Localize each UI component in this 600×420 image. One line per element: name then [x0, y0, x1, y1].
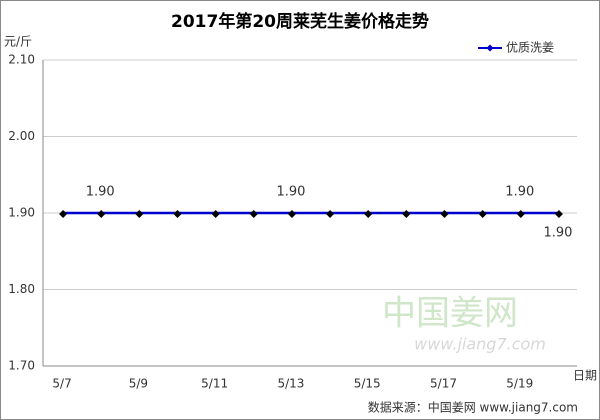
point: [554, 210, 563, 218]
chart-title: 2017年第20周莱芜生姜价格走势: [171, 11, 429, 32]
x-tick-label: 5/7: [52, 377, 71, 391]
x-tick-label: 5/15: [354, 377, 381, 391]
point: [135, 210, 144, 218]
watermark: 中国姜网: [382, 294, 518, 334]
source: 数据来源：中国姜网 www.jiang7.com: [368, 400, 578, 415]
point: [173, 210, 182, 218]
y-tick-label: 2.00: [8, 129, 35, 143]
y-tick-label: 1.70: [8, 359, 35, 373]
legend-marker: [486, 44, 494, 52]
point: [249, 210, 258, 218]
y-tick-label: 1.80: [8, 282, 35, 296]
x-tick-label: 5/19: [506, 377, 533, 391]
point: [516, 210, 525, 218]
x-tick-label: 5/17: [430, 377, 457, 391]
x-tick-label: 5/11: [201, 377, 228, 391]
data-label: 1.90: [276, 185, 305, 200]
point: [97, 210, 106, 218]
x-tick-label: 5/13: [277, 377, 304, 391]
point: [211, 210, 220, 218]
y-tick-label: 1.90: [8, 206, 35, 220]
data-label: 1.90: [505, 185, 534, 200]
point: [440, 210, 449, 218]
y-axis-label: 元/斤: [4, 35, 32, 49]
point: [326, 210, 335, 218]
legend-label: 优质洗姜: [506, 41, 554, 55]
x-tick-label: 5/9: [129, 377, 148, 391]
x-axis-label: 日期: [573, 369, 597, 383]
data-label: 1.90: [86, 185, 115, 200]
point: [364, 210, 373, 218]
point: [478, 210, 487, 218]
point: [402, 210, 411, 218]
data-label: 1.90: [543, 226, 572, 241]
watermark-url: www.jiang7.com: [414, 335, 546, 354]
y-tick-label: 2.10: [8, 53, 35, 67]
point: [59, 210, 68, 218]
point: [287, 210, 296, 218]
